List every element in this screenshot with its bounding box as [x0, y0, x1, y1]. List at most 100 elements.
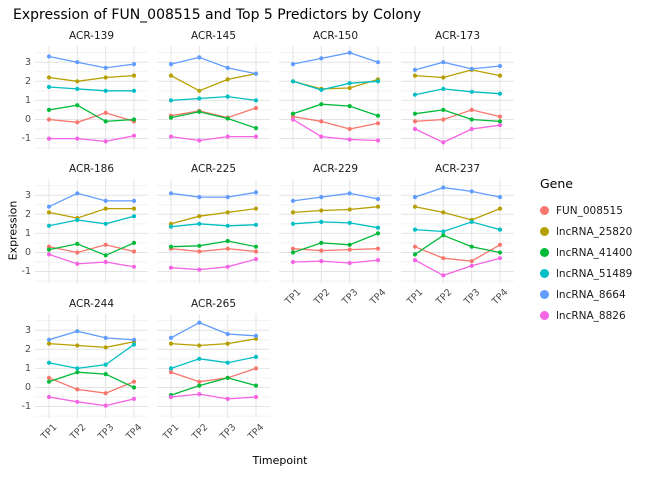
- data-point: [253, 333, 259, 338]
- data-point: [290, 250, 296, 255]
- legend-item[interactable]: lncRNA_41400: [540, 242, 632, 263]
- legend-key-icon: [540, 311, 549, 320]
- data-point: [253, 126, 259, 131]
- data-point: [168, 335, 174, 340]
- data-point: [497, 227, 503, 232]
- x-tick-label: TP4: [124, 422, 145, 443]
- legend-key-icon: [540, 248, 549, 257]
- x-tick-label: TP2: [311, 287, 333, 308]
- data-point: [497, 73, 503, 78]
- data-point: [375, 113, 381, 118]
- data-point: [103, 391, 108, 396]
- data-point: [253, 134, 259, 139]
- data-point: [75, 343, 80, 348]
- y-tick-label: 1: [24, 227, 31, 239]
- data-point: [253, 222, 259, 227]
- series-line-lncRNA_25820: [414, 69, 501, 79]
- data-point: [46, 360, 52, 365]
- data-point: [103, 88, 108, 93]
- data-point: [469, 219, 474, 224]
- data-point: [441, 140, 446, 145]
- data-point: [347, 126, 352, 132]
- data-point: [75, 191, 80, 196]
- data-point: [75, 103, 80, 108]
- data-point: [469, 263, 474, 268]
- legend-label: lncRNA_51489: [556, 267, 633, 280]
- data-point: [375, 246, 381, 251]
- legend-item[interactable]: lncRNA_8664: [540, 284, 632, 305]
- data-point: [75, 399, 80, 404]
- data-point: [469, 244, 474, 249]
- series-line-lncRNA_8826: [48, 396, 135, 407]
- data-point: [131, 198, 137, 203]
- legend-label: lncRNA_8826: [556, 309, 626, 322]
- data-point: [131, 206, 137, 211]
- legend-item[interactable]: FUN_008515: [540, 200, 632, 221]
- data-point: [131, 379, 137, 384]
- series-line-lncRNA_8826: [170, 393, 257, 400]
- series-line-lncRNA_51489: [292, 80, 379, 91]
- data-point: [412, 92, 418, 97]
- data-point: [441, 256, 446, 261]
- data-point: [290, 117, 296, 122]
- data-point: [469, 126, 474, 132]
- data-point: [46, 84, 52, 90]
- series-line-lncRNA_8664: [170, 321, 257, 339]
- legend-item[interactable]: lncRNA_8826: [540, 305, 632, 326]
- y-tick-label: 1: [24, 362, 31, 374]
- data-point: [225, 223, 230, 228]
- series-line-lncRNA_25820: [292, 206, 379, 214]
- y-tick-label: -1: [21, 401, 31, 413]
- data-point: [75, 329, 80, 334]
- series-line-lncRNA_8664: [48, 55, 135, 69]
- facet-title: ACR-237: [434, 163, 481, 175]
- data-point: [253, 105, 259, 111]
- data-point: [46, 204, 52, 209]
- data-point: [412, 73, 418, 78]
- data-point: [375, 204, 381, 209]
- data-point: [197, 55, 202, 60]
- data-point: [197, 195, 202, 200]
- data-point: [131, 342, 137, 347]
- x-tick-label: TP3: [218, 422, 239, 443]
- y-tick-label: 0: [24, 246, 31, 258]
- data-point: [253, 394, 259, 400]
- facet-title: ACR-225: [190, 163, 237, 175]
- series-line-lncRNA_41400: [292, 232, 379, 254]
- series-line-lncRNA_51489: [170, 356, 257, 370]
- data-point: [375, 196, 381, 202]
- facet-panel: [157, 314, 270, 418]
- series-line-FUN_008515: [292, 115, 379, 130]
- series-line-lncRNA_8826: [292, 118, 379, 142]
- legend-label: lncRNA_41400: [556, 246, 633, 259]
- legend-item[interactable]: lncRNA_25820: [540, 221, 632, 242]
- data-point: [253, 244, 259, 249]
- data-point: [131, 117, 137, 122]
- data-point: [168, 370, 174, 375]
- data-point: [225, 264, 230, 269]
- series-line-FUN_008515: [48, 244, 135, 254]
- series-line-lncRNA_51489: [292, 221, 379, 229]
- data-point: [225, 246, 230, 251]
- data-point: [347, 242, 352, 247]
- data-point: [347, 207, 352, 212]
- series-line-lncRNA_8664: [48, 330, 135, 341]
- y-tick-label: -1: [21, 266, 31, 278]
- data-point: [497, 123, 503, 128]
- data-point: [103, 403, 108, 408]
- data-point: [197, 214, 202, 219]
- facet-title: ACR-150: [312, 30, 359, 42]
- data-point: [46, 117, 52, 122]
- legend-key-icon: [540, 290, 549, 299]
- legend-item[interactable]: lncRNA_51489: [540, 263, 632, 284]
- data-point: [168, 73, 174, 78]
- x-tick-label: TP1: [405, 287, 426, 308]
- data-point: [225, 116, 230, 121]
- data-point: [197, 138, 202, 143]
- series-line-lncRNA_41400: [414, 234, 501, 255]
- facet-panel: [35, 46, 148, 150]
- data-point: [75, 370, 80, 375]
- legend-label: FUN_008515: [556, 204, 623, 217]
- data-point: [103, 65, 108, 70]
